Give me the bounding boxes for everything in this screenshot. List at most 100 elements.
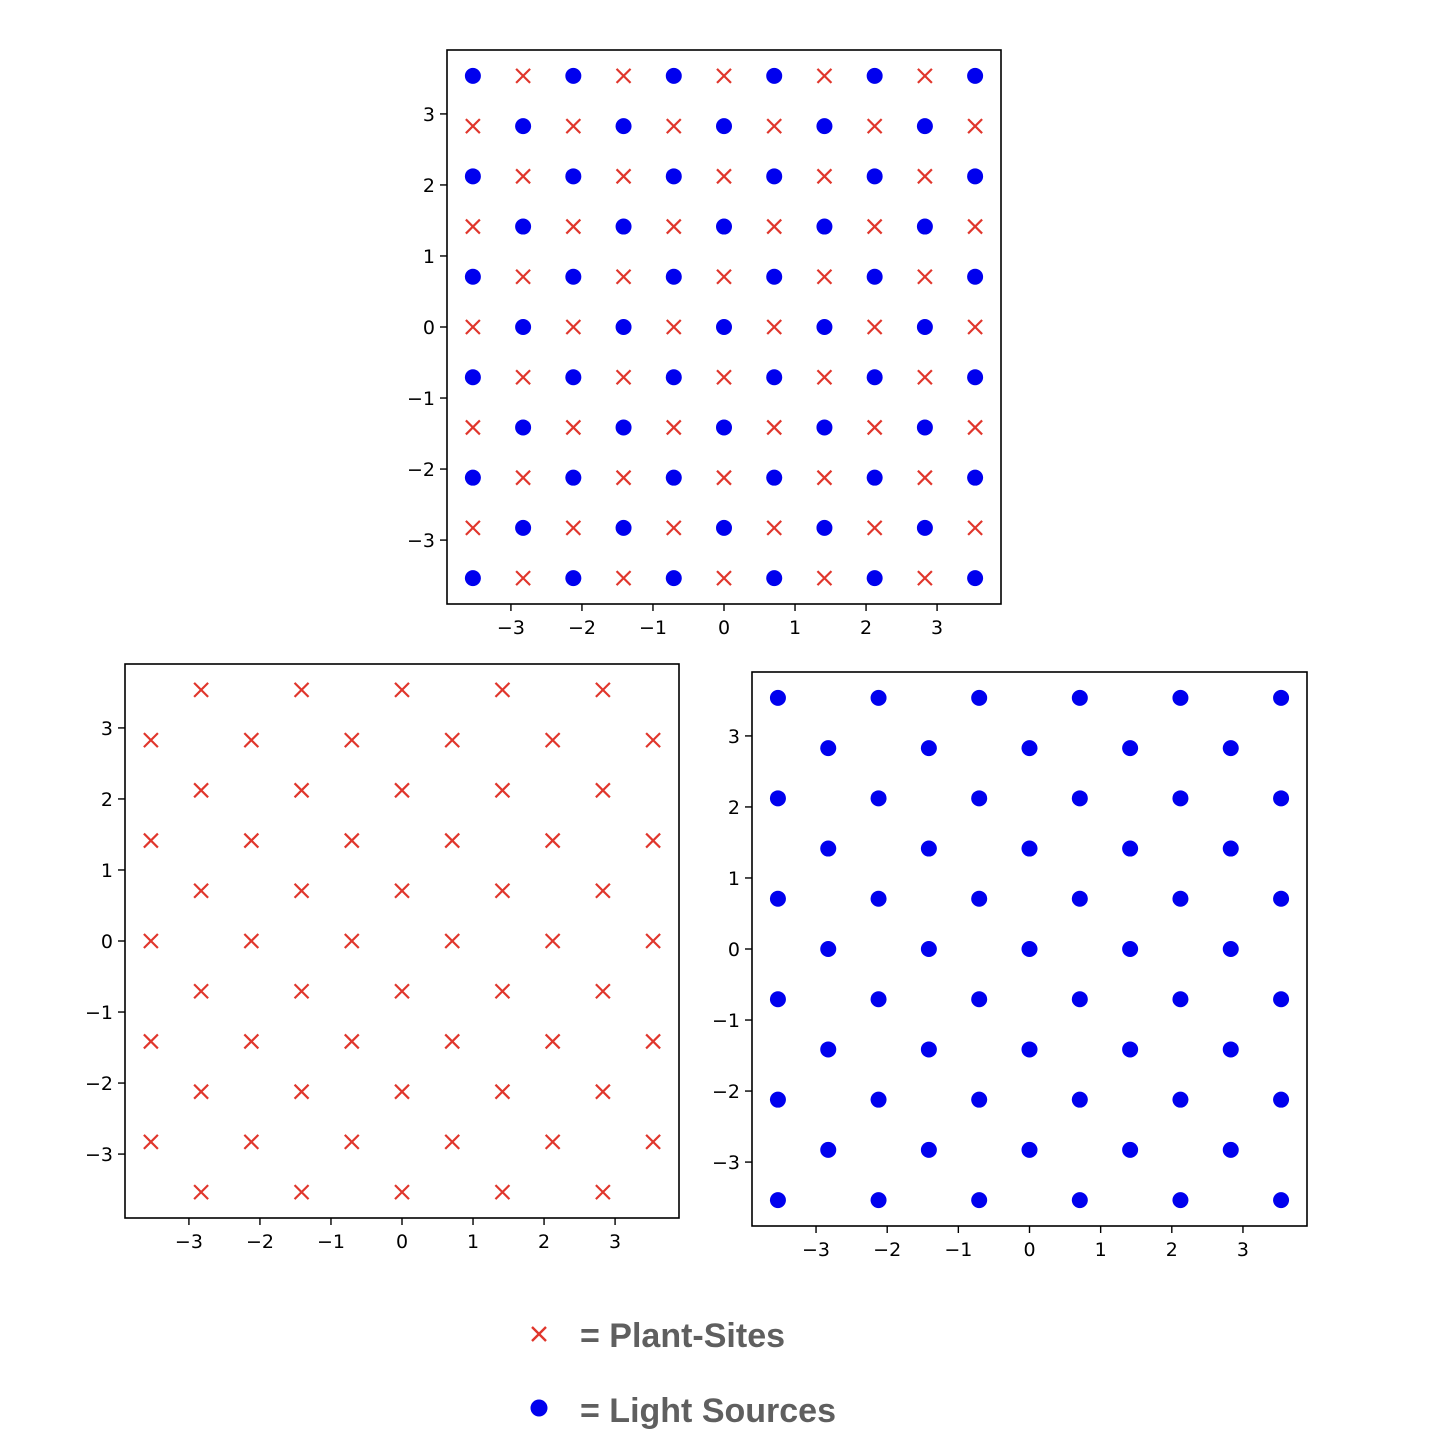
plant-site-point bbox=[866, 319, 883, 335]
x-tick-label: 3 bbox=[931, 617, 943, 639]
plant-site-point bbox=[343, 832, 360, 849]
light-source-point bbox=[967, 570, 984, 587]
light-source-point bbox=[1172, 689, 1189, 706]
light-source-point bbox=[971, 1091, 988, 1108]
x-tick-label: 2 bbox=[1166, 1239, 1178, 1261]
y-tick-label: −1 bbox=[712, 1010, 740, 1032]
light-source-point bbox=[920, 840, 937, 857]
y-tick-label: 3 bbox=[423, 104, 435, 126]
plant-site-point bbox=[494, 1083, 511, 1100]
x-tick-label: −3 bbox=[497, 617, 525, 639]
plant-site-point bbox=[193, 782, 209, 799]
plant-site-point bbox=[394, 882, 410, 899]
light-source-point bbox=[464, 469, 481, 486]
light-source-point bbox=[1222, 1041, 1239, 1058]
plant-site-point bbox=[665, 520, 682, 536]
light-source-point bbox=[1071, 689, 1088, 706]
light-source-point bbox=[916, 218, 933, 235]
x-tick-label: 1 bbox=[1095, 1239, 1107, 1261]
x-tick-label: −3 bbox=[802, 1239, 830, 1261]
plant-site-point bbox=[816, 570, 833, 586]
light-source-point bbox=[665, 469, 682, 486]
light-source-point bbox=[716, 218, 732, 235]
light-source-point bbox=[665, 570, 682, 587]
light-source-point bbox=[866, 268, 883, 285]
plant-site-point bbox=[343, 933, 360, 949]
light-source-point bbox=[766, 168, 783, 185]
plant-site-point bbox=[615, 469, 632, 486]
plant-site-point bbox=[866, 419, 883, 436]
light-source-point bbox=[820, 941, 837, 957]
light-source-point bbox=[565, 168, 582, 185]
light-source-point bbox=[1021, 941, 1038, 957]
light-source-point bbox=[971, 790, 988, 807]
x-tick-label: −2 bbox=[568, 617, 596, 639]
plant-site-point bbox=[193, 882, 209, 899]
light-source-point bbox=[820, 1041, 837, 1058]
light-source-point bbox=[615, 319, 632, 335]
light-source-point bbox=[1172, 890, 1189, 907]
plant-site-point bbox=[243, 732, 260, 748]
light-source-point bbox=[920, 1141, 937, 1158]
plant-site-point bbox=[293, 682, 310, 698]
light-source-point bbox=[615, 218, 632, 235]
plant-site-point bbox=[515, 68, 531, 84]
plant-site-point bbox=[917, 369, 933, 386]
x-tick-label: −1 bbox=[944, 1239, 972, 1261]
light-source-point bbox=[1273, 790, 1290, 807]
plant-site-point bbox=[816, 168, 833, 185]
light-source-point bbox=[716, 419, 732, 436]
light-source-point bbox=[916, 419, 933, 436]
plant-site-point bbox=[665, 218, 682, 235]
y-tick-label: 0 bbox=[423, 317, 435, 339]
light-source-point bbox=[769, 991, 786, 1008]
plant-site-point bbox=[444, 1134, 461, 1150]
x-tick-label: 3 bbox=[1237, 1239, 1249, 1261]
light-source-point bbox=[820, 740, 837, 757]
plant-site-point bbox=[595, 1083, 611, 1100]
plant-site-point bbox=[595, 782, 611, 799]
light-source-point bbox=[565, 469, 582, 486]
plant-site-point bbox=[515, 168, 531, 185]
plant-site-point bbox=[494, 882, 511, 899]
x-tick-label: −1 bbox=[639, 617, 667, 639]
light-source-point bbox=[1273, 1091, 1290, 1108]
light-source-point bbox=[870, 689, 887, 706]
light-source-point bbox=[971, 890, 988, 907]
light-source-point bbox=[665, 369, 682, 386]
plant-site-point bbox=[917, 68, 933, 84]
plant-site-point bbox=[544, 1134, 561, 1150]
light-source-point bbox=[866, 570, 883, 587]
plant-site-point bbox=[645, 832, 661, 849]
light-source-point bbox=[716, 118, 732, 135]
light-source-point bbox=[766, 469, 783, 486]
light-source-point bbox=[1172, 1192, 1189, 1209]
light-source-point bbox=[971, 991, 988, 1008]
light-source-point bbox=[464, 570, 481, 587]
light-source-point bbox=[920, 941, 937, 957]
y-tick-label: 1 bbox=[728, 868, 740, 890]
y-tick-label: −2 bbox=[712, 1081, 740, 1103]
y-tick-label: −1 bbox=[407, 388, 435, 410]
light-source-point bbox=[870, 890, 887, 907]
y-tick-label: 3 bbox=[101, 718, 113, 740]
light-source-point bbox=[866, 469, 883, 486]
light-source-point bbox=[1172, 991, 1189, 1008]
light-source-point bbox=[464, 369, 481, 386]
plant-site-point bbox=[343, 732, 360, 748]
x-tick-label: 0 bbox=[1023, 1239, 1035, 1261]
plant-site-point bbox=[967, 118, 983, 134]
plant-site-point bbox=[967, 319, 983, 335]
plant-site-point bbox=[565, 419, 582, 436]
plant-site-point bbox=[645, 732, 661, 748]
chart-light-sources: −3 −2 −1 0 1 2 3 −3 −2 −1 0 1 2 3 bbox=[712, 671, 1308, 1261]
plant-site-point bbox=[343, 1033, 360, 1050]
plant-site-point bbox=[766, 520, 783, 536]
plant-site-point bbox=[444, 732, 461, 748]
plant-site-point bbox=[465, 118, 481, 134]
plant-site-point bbox=[465, 319, 481, 335]
light-source-point bbox=[615, 419, 632, 436]
x-tick-label: −3 bbox=[175, 1231, 203, 1253]
plant-site-point bbox=[343, 1134, 360, 1150]
